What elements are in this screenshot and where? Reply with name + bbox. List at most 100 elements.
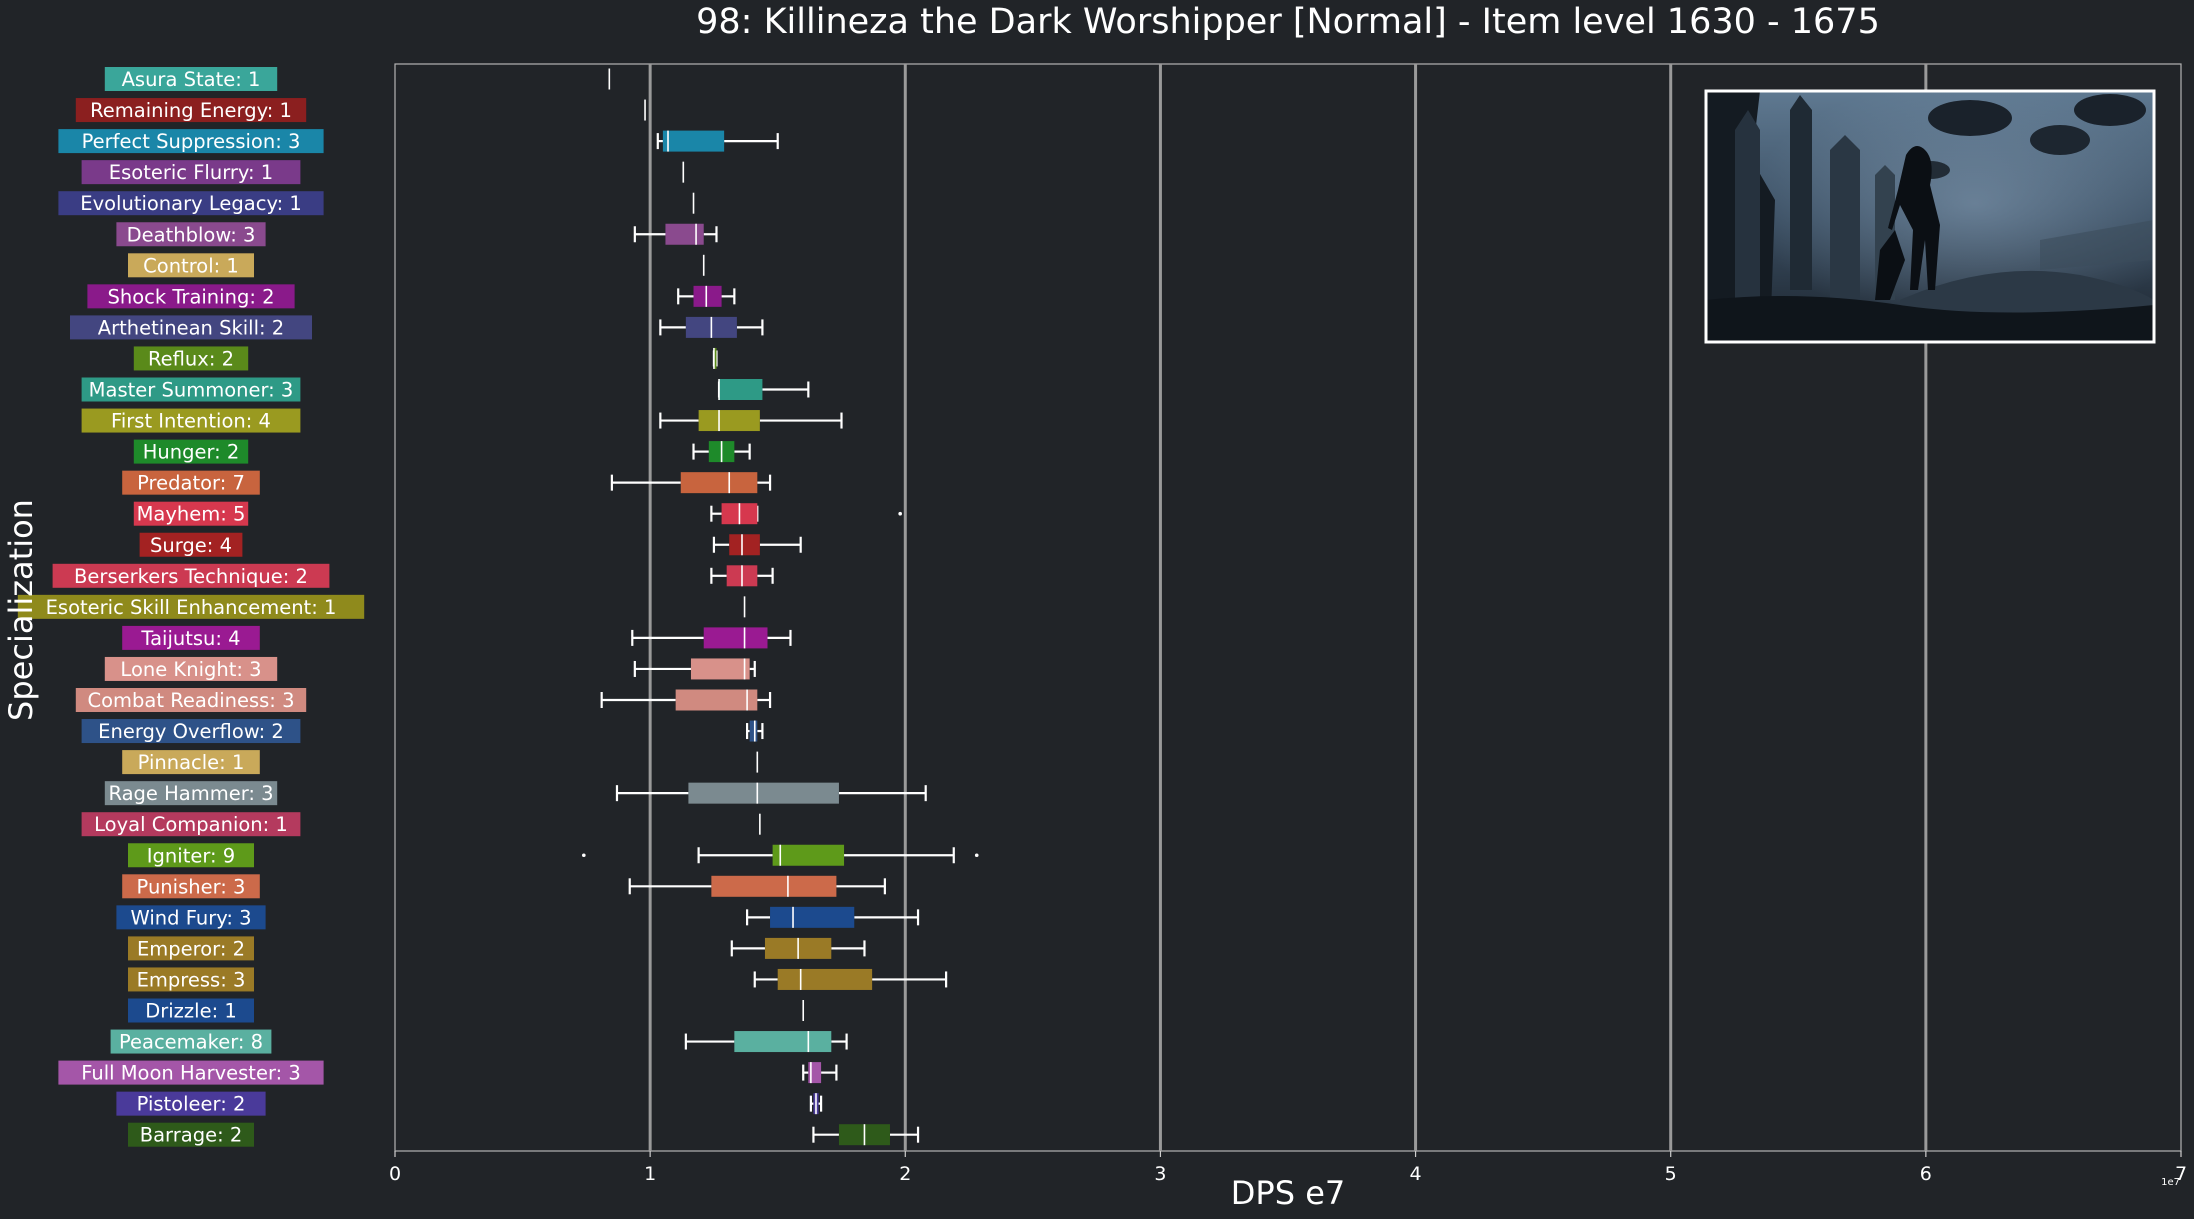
x-tick-label: 0 <box>389 1163 401 1185</box>
box-iqr <box>675 689 758 711</box>
box-iqr <box>698 410 760 432</box>
category-label: Evolutionary Legacy: 1 <box>80 192 302 215</box>
category-label: Barrage: 2 <box>140 1124 243 1147</box>
category-label-bg <box>52 563 330 588</box>
category-label: Energy Overflow: 2 <box>98 720 284 743</box>
x-tick-label: 6 <box>1920 1163 1932 1185</box>
box-iqr <box>690 658 750 680</box>
x-axis-exponent: 1e7 <box>2161 1177 2180 1188</box>
category-label-bg <box>133 501 249 526</box>
category-label: Mayhem: 5 <box>137 503 246 526</box>
box-iqr <box>662 130 725 152</box>
category-label-bg <box>75 688 307 712</box>
x-tick-label: 2 <box>899 1163 911 1185</box>
category-label: Taijutsu: 4 <box>140 627 240 650</box>
category-label: Hunger: 2 <box>143 441 240 464</box>
box-group <box>730 937 866 959</box>
category-label: Berserkers Technique: 2 <box>74 565 308 588</box>
box-group <box>753 968 948 990</box>
box-iqr <box>719 379 763 400</box>
category-label: Empress: 3 <box>137 968 246 991</box>
y-axis-title: Specialization <box>2 499 40 721</box>
category-label-bg <box>81 719 301 744</box>
category-label: Asura State: 1 <box>122 68 261 91</box>
box-group <box>633 223 718 245</box>
box-group <box>631 627 792 649</box>
box-group <box>712 534 802 556</box>
category-label: Wind Fury: 3 <box>130 906 251 929</box>
category-label-bg <box>58 191 324 216</box>
category-label-bg <box>87 284 295 309</box>
category-label-bg <box>81 812 301 837</box>
box-group <box>615 782 927 804</box>
box-iqr <box>772 844 845 866</box>
box-group <box>600 689 772 711</box>
box-group <box>659 410 843 432</box>
box-iqr <box>711 875 837 897</box>
category-label-bg <box>116 905 266 930</box>
category-label: Pistoleer: 2 <box>137 1093 246 1116</box>
box-iqr <box>734 1031 832 1053</box>
grid-lines <box>648 64 1928 1151</box>
category-label: Drizzle: 1 <box>145 1000 237 1023</box>
category-label-bg <box>58 1060 324 1085</box>
box-iqr <box>680 472 758 494</box>
box-series <box>582 68 979 1146</box>
box-group <box>582 844 979 866</box>
box-group <box>745 906 920 928</box>
category-label: Emperor: 2 <box>137 937 245 960</box>
category-label-bg <box>133 346 249 371</box>
category-label-bg <box>104 67 278 91</box>
box-group <box>684 1031 848 1053</box>
category-label: Igniter: 9 <box>147 844 235 867</box>
category-label-bg <box>122 470 260 495</box>
box-group <box>717 379 810 400</box>
category-label-bg <box>122 874 260 899</box>
box-iqr <box>703 627 768 649</box>
category-labels: Asura State: 1 Remaining Energy: 1 Perfect… <box>17 67 365 1147</box>
category-label: Pinnacle: 1 <box>138 751 245 774</box>
outlier-point <box>974 853 979 858</box>
category-label: Predator: 7 <box>137 472 245 495</box>
category-label: Esoteric Skill Enhancement: 1 <box>46 596 337 619</box>
category-label-bg <box>58 129 324 154</box>
category-label: Esoteric Flurry: 1 <box>109 161 273 184</box>
x-tick-label: 3 <box>1154 1163 1166 1185</box>
box-iqr <box>693 285 722 307</box>
category-label: Rage Hammer: 3 <box>108 782 273 805</box>
box-iqr <box>777 968 873 990</box>
box-group <box>610 472 772 494</box>
box-iqr <box>729 534 760 556</box>
category-label-bg <box>128 843 254 868</box>
category-label-bg <box>116 222 266 247</box>
category-label-bg <box>81 408 301 433</box>
category-label: Reflux: 2 <box>148 347 234 370</box>
category-label: Arthetinean Skill: 2 <box>98 316 284 339</box>
box-group <box>809 1093 823 1115</box>
x-tick-label: 5 <box>1665 1163 1677 1185</box>
category-label-bg <box>128 253 254 278</box>
outlier-point <box>898 511 902 516</box>
category-label: Lone Knight: 3 <box>120 658 261 681</box>
category-label: Loyal Companion: 1 <box>94 813 288 836</box>
category-label: Shock Training: 2 <box>108 285 275 308</box>
category-label-bg <box>133 439 249 464</box>
box-group <box>802 1062 838 1084</box>
category-label: Control: 1 <box>143 254 239 277</box>
category-label-bg <box>75 98 307 123</box>
category-label-bg <box>128 936 254 961</box>
category-label-bg <box>81 160 301 185</box>
box-group <box>812 1124 920 1146</box>
category-label-bg <box>104 656 278 681</box>
box-iqr <box>665 223 704 245</box>
box-group <box>710 503 902 525</box>
chart-title: 98: Killineza the Dark Worshipper [Norma… <box>696 2 1880 42</box>
category-label: Perfect Suppression: 3 <box>82 130 301 153</box>
x-tick-label: 4 <box>1410 1163 1422 1185</box>
box-group <box>745 720 764 742</box>
x-axis-title: DPS e7 <box>1231 1174 1345 1212</box>
category-label: Remaining Energy: 1 <box>90 99 292 122</box>
category-label-bg <box>116 1091 266 1116</box>
category-label: Punisher: 3 <box>137 875 246 898</box>
